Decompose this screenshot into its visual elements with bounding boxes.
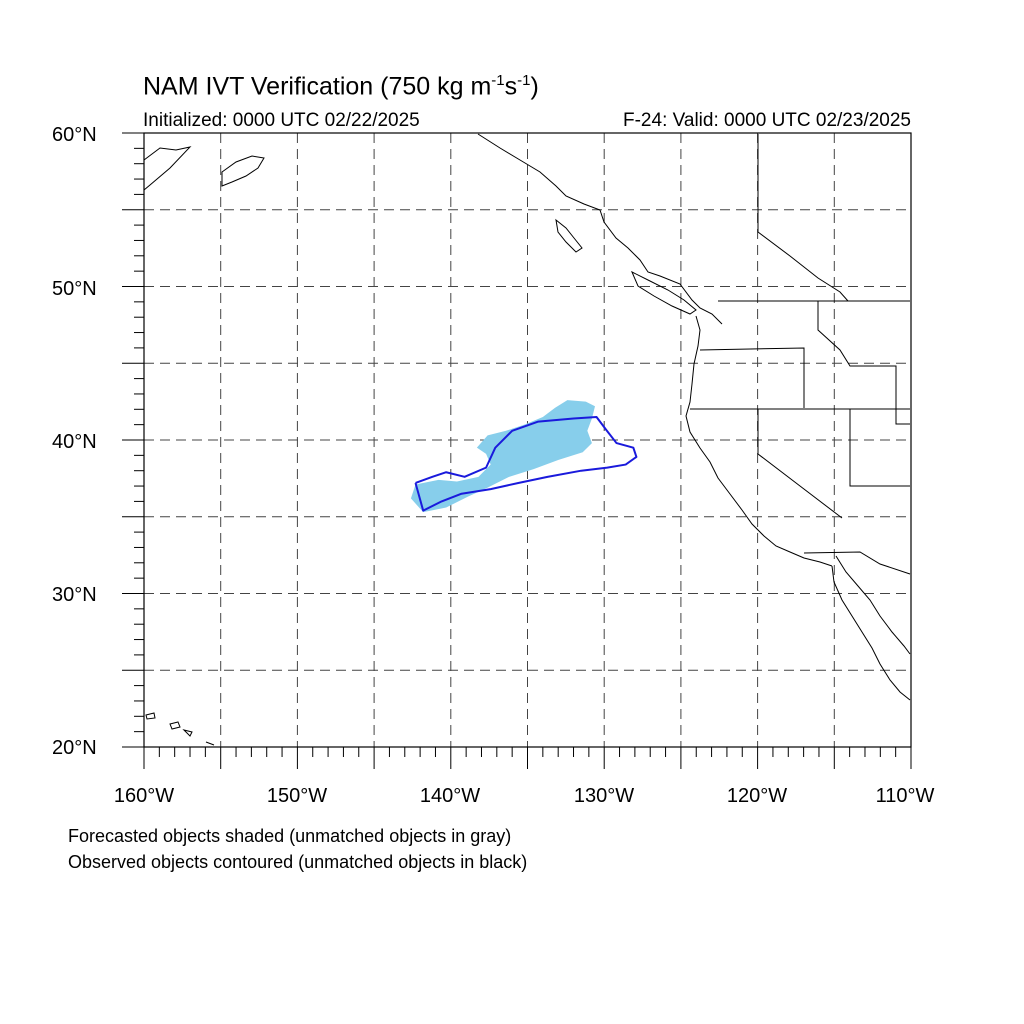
washington-oregon-border: [699, 347, 805, 408]
lon-label-150w: 150°W: [266, 785, 328, 807]
lon-label-140w: 140°W: [419, 785, 481, 807]
coastlines: [143, 133, 911, 746]
lat-label-30n: 30°N: [52, 584, 97, 606]
lat-label-40n: 40°N: [52, 431, 97, 453]
map-frame: [122, 132, 912, 769]
observed-ivt-contour: [414, 415, 638, 512]
lat-label-50n: 50°N: [52, 278, 97, 300]
valid-time-label: F-24: Valid: 0000 UTC 02/23/2025: [623, 110, 911, 131]
baja-california-coast: [831, 565, 911, 701]
observed-legend-note: Observed objects contoured (unmatched ob…: [68, 852, 528, 872]
lat-label-60n: 60°N: [52, 124, 97, 146]
forecast-legend-note: Forecasted objects shaded (unmatched obj…: [68, 826, 512, 846]
alaska-panhandle-coast: [477, 133, 723, 325]
kodiak-island: [221, 155, 265, 187]
lon-label-120w: 120°W: [726, 785, 788, 807]
us-west-coast: [685, 315, 833, 567]
title-superscript-2: -1: [517, 72, 531, 89]
hawaii-islands: [145, 712, 215, 746]
title-superscript-1: -1: [491, 72, 505, 89]
vancouver-island: [631, 270, 697, 315]
california-nevada-border: [757, 409, 843, 519]
title-text-end: ): [530, 72, 539, 101]
forecast-ivt-object: [410, 400, 595, 513]
title-text: NAM IVT Verification (750 kg m: [143, 72, 492, 101]
lon-label-160w: 160°W: [113, 785, 175, 807]
us-mexico-border: [803, 551, 911, 575]
lon-label-130w: 130°W: [573, 785, 635, 807]
alaska-coast: [143, 146, 192, 191]
initialized-label: Initialized: 0000 UTC 02/22/2025: [143, 110, 420, 131]
title-text-mid: s: [504, 72, 518, 101]
alaska-canada-border: [757, 134, 849, 302]
haida-gwaii: [555, 218, 583, 253]
chart-title: NAM IVT Verification (750 kg m-1s-1): [143, 72, 539, 101]
lat-label-20n: 20°N: [52, 737, 97, 759]
idaho-border: [817, 301, 910, 425]
lon-label-110w: 110°W: [875, 785, 935, 807]
nevada-utah-border: [849, 409, 910, 487]
gulf-of-california-coast: [835, 555, 911, 655]
